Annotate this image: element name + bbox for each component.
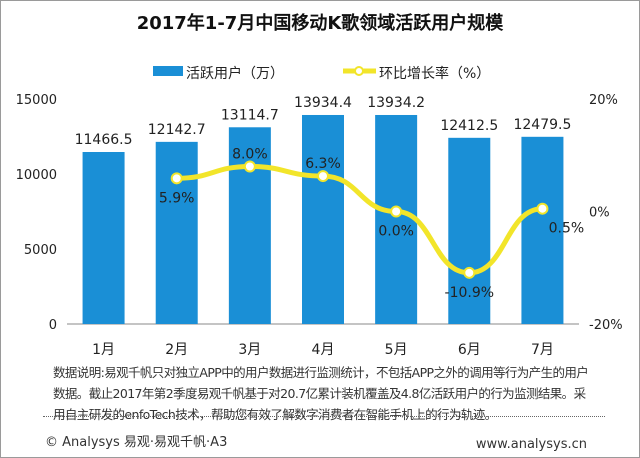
bar-value-label: 12479.5 <box>513 117 571 133</box>
line-value-label: 0.0% <box>378 224 414 240</box>
line-point <box>390 205 403 218</box>
bar <box>375 114 418 324</box>
website-link[interactable]: www.analysys.cn <box>475 437 587 452</box>
x-tick-label: 3月 <box>238 342 261 358</box>
x-tick-label: 2月 <box>165 342 188 358</box>
x-tick-label: 5月 <box>385 342 408 358</box>
x-tick-label: 1月 <box>92 342 115 358</box>
copyright: © Analysys 易观·易观千帆·A3 <box>45 435 228 450</box>
bar <box>228 127 271 324</box>
line-point <box>317 170 329 183</box>
bar-value-label: 13114.7 <box>221 107 279 123</box>
y-right-tick-label: 0% <box>589 206 610 221</box>
line-value-label: -10.9% <box>445 285 495 301</box>
line-value-label: 5.9% <box>159 190 195 206</box>
divider <box>43 416 605 417</box>
legend-line-label: 环比增长率（%） <box>379 65 490 82</box>
line-point <box>170 172 183 185</box>
bar-value-label: 13934.4 <box>294 95 352 111</box>
legend: 活跃用户（万） 环比增长率（%） <box>153 65 490 82</box>
bar-value-label: 13934.2 <box>367 95 425 111</box>
bar <box>448 137 491 324</box>
bar <box>155 141 198 324</box>
chart-title: 2017年1-7月中国移动K歌领域活跃用户规模 <box>137 12 505 34</box>
y-left-tick-label: 0 <box>49 318 57 333</box>
x-tick-label: 6月 <box>458 342 481 358</box>
line-value-label: 6.3% <box>305 156 341 172</box>
legend-bar-label: 活跃用户（万） <box>186 65 284 82</box>
bar-value-label: 12142.7 <box>148 122 206 138</box>
x-tick-label: 4月 <box>312 342 335 358</box>
y-left-tick-label: 15000 <box>16 93 57 108</box>
line-point <box>243 160 256 173</box>
data-note: 数据说明:易观千帆只对独立APP中的用户数据进行监测统计，不包括APP之外的调用… <box>53 365 589 422</box>
line-point <box>536 202 549 215</box>
chart: 2017年1-7月中国移动K歌领域活跃用户规模 活跃用户（万） 环比增长率（%）… <box>16 12 623 358</box>
bar <box>302 114 344 324</box>
bar <box>521 136 564 324</box>
bar <box>82 152 125 324</box>
y-right-tick-label: -20% <box>589 318 623 333</box>
line-point <box>463 266 476 279</box>
y-right-tick-label: 20% <box>589 93 618 108</box>
legend-bar-swatch <box>153 66 183 76</box>
legend-line-marker <box>354 66 364 76</box>
y-left-tick-label: 10000 <box>16 168 57 183</box>
y-left-tick-label: 5000 <box>24 243 57 258</box>
line-value-label: 0.5% <box>549 221 585 237</box>
bar-value-label: 12412.5 <box>440 118 498 134</box>
line-value-label: 8.0% <box>232 147 268 163</box>
x-tick-label: 7月 <box>531 342 554 358</box>
bar-value-label: 11466.5 <box>75 132 133 148</box>
